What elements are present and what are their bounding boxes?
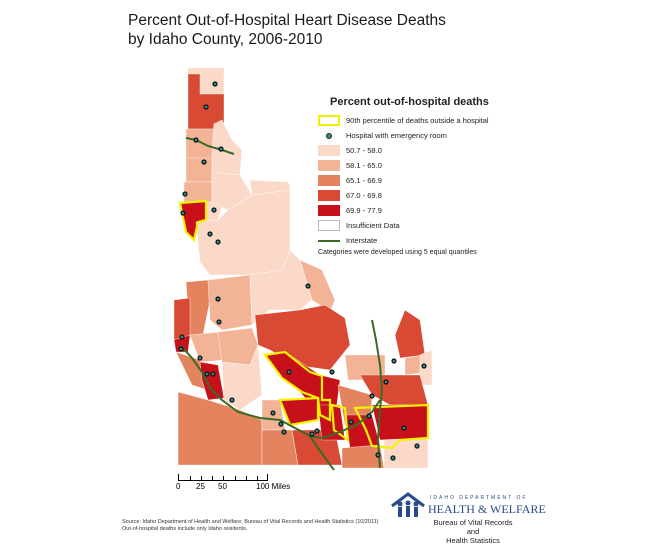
class-swatch bbox=[318, 160, 340, 171]
class-swatch bbox=[318, 145, 340, 156]
highlight-minidoka bbox=[330, 403, 350, 443]
insufficient-swatch bbox=[318, 220, 340, 231]
source-line-2: Out-of-hospital deaths include only Idah… bbox=[122, 526, 248, 532]
interstate-i86 bbox=[309, 435, 335, 471]
highlight-lincoln bbox=[278, 396, 320, 427]
county-lemhi bbox=[249, 249, 313, 326]
scale-label-100: 100 Miles bbox=[256, 482, 291, 491]
scale-bar-ticks bbox=[178, 474, 268, 481]
county-shoshone bbox=[211, 119, 243, 176]
interstate-i84 bbox=[179, 344, 381, 440]
idhw-logo: IDAHO DEPARTMENT OF HEALTH & WELFARE Bur… bbox=[390, 492, 550, 545]
map-legend: Percent out-of-hospital deaths 90th perc… bbox=[318, 96, 518, 256]
title-line-2: by Idaho County, 2006-2010 bbox=[128, 31, 323, 48]
legend-label: Insufficient Data bbox=[346, 221, 400, 230]
source-note: Source: Idaho Department of Health and W… bbox=[122, 519, 379, 533]
class-swatch bbox=[318, 175, 340, 186]
legend-item-insufficient: Insufficient Data bbox=[318, 219, 518, 232]
legend-item-class-5: 69.9 - 77.9 bbox=[318, 204, 518, 217]
hospital-markers bbox=[178, 81, 427, 461]
source-line-1: Source: Idaho Department of Health and W… bbox=[122, 519, 379, 525]
class-swatch bbox=[318, 190, 340, 201]
county-custer bbox=[299, 259, 336, 313]
scale-label-25: 25 bbox=[196, 482, 205, 491]
legend-label: 90th percentile of deaths outside a hosp… bbox=[346, 116, 489, 125]
title-line-1: Percent Out-of-Hospital Heart Disease De… bbox=[128, 12, 446, 29]
scale-bar: 0 25 50 100 Miles bbox=[176, 474, 290, 491]
legend-heading: Percent out-of-hospital deaths bbox=[330, 96, 489, 108]
legend-item-class-3: 65.1 - 66.9 bbox=[318, 174, 518, 187]
highlight-blaine bbox=[263, 350, 332, 422]
county-valley bbox=[207, 274, 253, 331]
interstate-lines bbox=[179, 137, 384, 471]
legend-item-interstate: Interstate bbox=[318, 234, 518, 247]
legend-label: 58.1 - 65.0 bbox=[346, 161, 382, 170]
interstate-i15 bbox=[371, 319, 384, 469]
legend-label: 67.0 - 69.8 bbox=[346, 191, 382, 200]
legend-item-class-2: 58.1 - 65.0 bbox=[318, 159, 518, 172]
logo-sub-line-2: Health Statistics bbox=[446, 536, 500, 545]
county-latah bbox=[183, 181, 213, 204]
legend-label: 69.9 - 77.9 bbox=[346, 206, 382, 215]
family-logo-icon bbox=[391, 492, 425, 517]
county-washington bbox=[173, 297, 191, 341]
logo-bureau-text: Bureau of Vital Records and Health Stati… bbox=[428, 518, 518, 545]
legend-item-class-1: 50.7 - 58.0 bbox=[318, 144, 518, 157]
logo-sub-line-1: Bureau of Vital Records and bbox=[433, 518, 513, 536]
logo-main-text: HEALTH & WELFARE bbox=[428, 502, 546, 516]
county-lemhi-north bbox=[249, 179, 291, 196]
interstate-i90 bbox=[185, 137, 235, 155]
county-payette bbox=[173, 334, 191, 353]
hospital-icon bbox=[318, 130, 340, 141]
legend-note: Categories were developed using 5 equal … bbox=[318, 249, 477, 256]
scale-label-50: 50 bbox=[218, 482, 227, 491]
county-fremont bbox=[394, 309, 426, 359]
legend-label: Interstate bbox=[346, 236, 378, 245]
highlight-caribou bbox=[353, 403, 430, 450]
class-swatch bbox=[318, 205, 340, 216]
legend-label: 65.1 - 66.9 bbox=[346, 176, 382, 185]
county-benewah bbox=[185, 157, 213, 183]
highlight-swatch bbox=[318, 115, 340, 126]
map-title: Percent Out-of-Hospital Heart Disease De… bbox=[128, 11, 446, 49]
county-ada bbox=[199, 361, 225, 401]
highlight-outlines bbox=[178, 199, 430, 450]
scale-label-0: 0 bbox=[176, 482, 181, 491]
county-fremont-north bbox=[374, 317, 401, 361]
legend-label: 50.7 - 58.0 bbox=[346, 146, 382, 155]
legend-item-highlight: 90th percentile of deaths outside a hosp… bbox=[318, 114, 518, 127]
legend-item-hospital: Hospital with emergency room bbox=[318, 129, 518, 142]
highlight-nez-perce bbox=[178, 199, 208, 243]
logo-dept-text: IDAHO DEPARTMENT OF bbox=[430, 495, 528, 501]
legend-label: Hospital with emergency room bbox=[346, 131, 447, 140]
legend-item-class-4: 67.0 - 69.8 bbox=[318, 189, 518, 202]
county-franklin-bear-lake bbox=[383, 437, 429, 469]
interstate-line-icon bbox=[318, 239, 340, 242]
